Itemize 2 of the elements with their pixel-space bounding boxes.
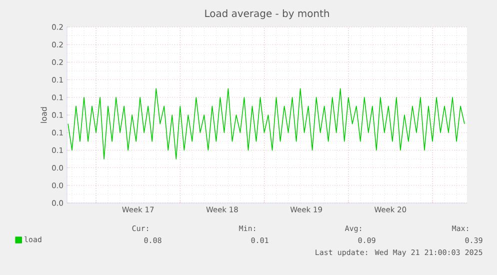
line-series	[68, 88, 465, 160]
chart-title: Load average - by month	[205, 9, 329, 20]
